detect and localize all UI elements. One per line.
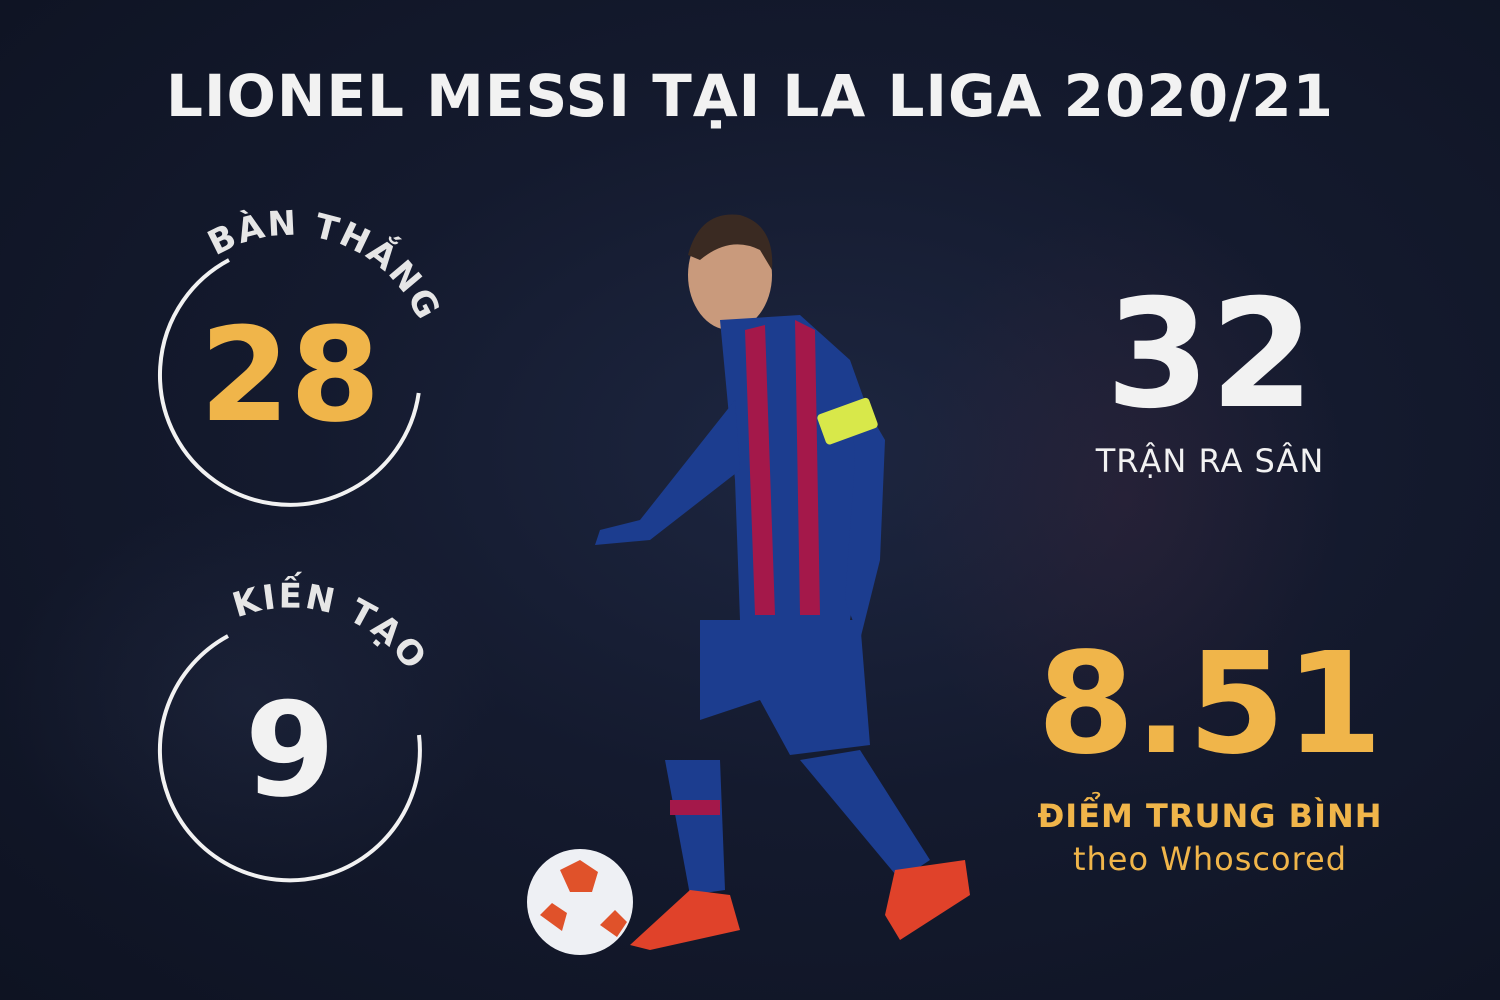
background-glow <box>900 200 1350 800</box>
player-photo <box>595 214 970 950</box>
goals-value: 28 <box>199 299 381 451</box>
background-glow <box>0 500 500 900</box>
assists-value: 9 <box>244 674 336 826</box>
page-title: LIONEL MESSI TẠI LA LIGA 2020/21 <box>165 62 1334 130</box>
appearances-label: TRẬN RA SÂN <box>1095 442 1325 480</box>
assists-ring <box>157 634 422 883</box>
rating-source: theo Whoscored <box>1072 840 1348 878</box>
rating-label: ĐIỂM TRUNG BÌNH <box>1037 797 1383 835</box>
rating-value: 8.51 <box>1037 623 1383 786</box>
assists-label: KIẾN TẠO <box>228 572 435 679</box>
goals-ring <box>157 258 421 507</box>
ball <box>527 849 633 955</box>
appearances-value: 32 <box>1105 268 1315 442</box>
